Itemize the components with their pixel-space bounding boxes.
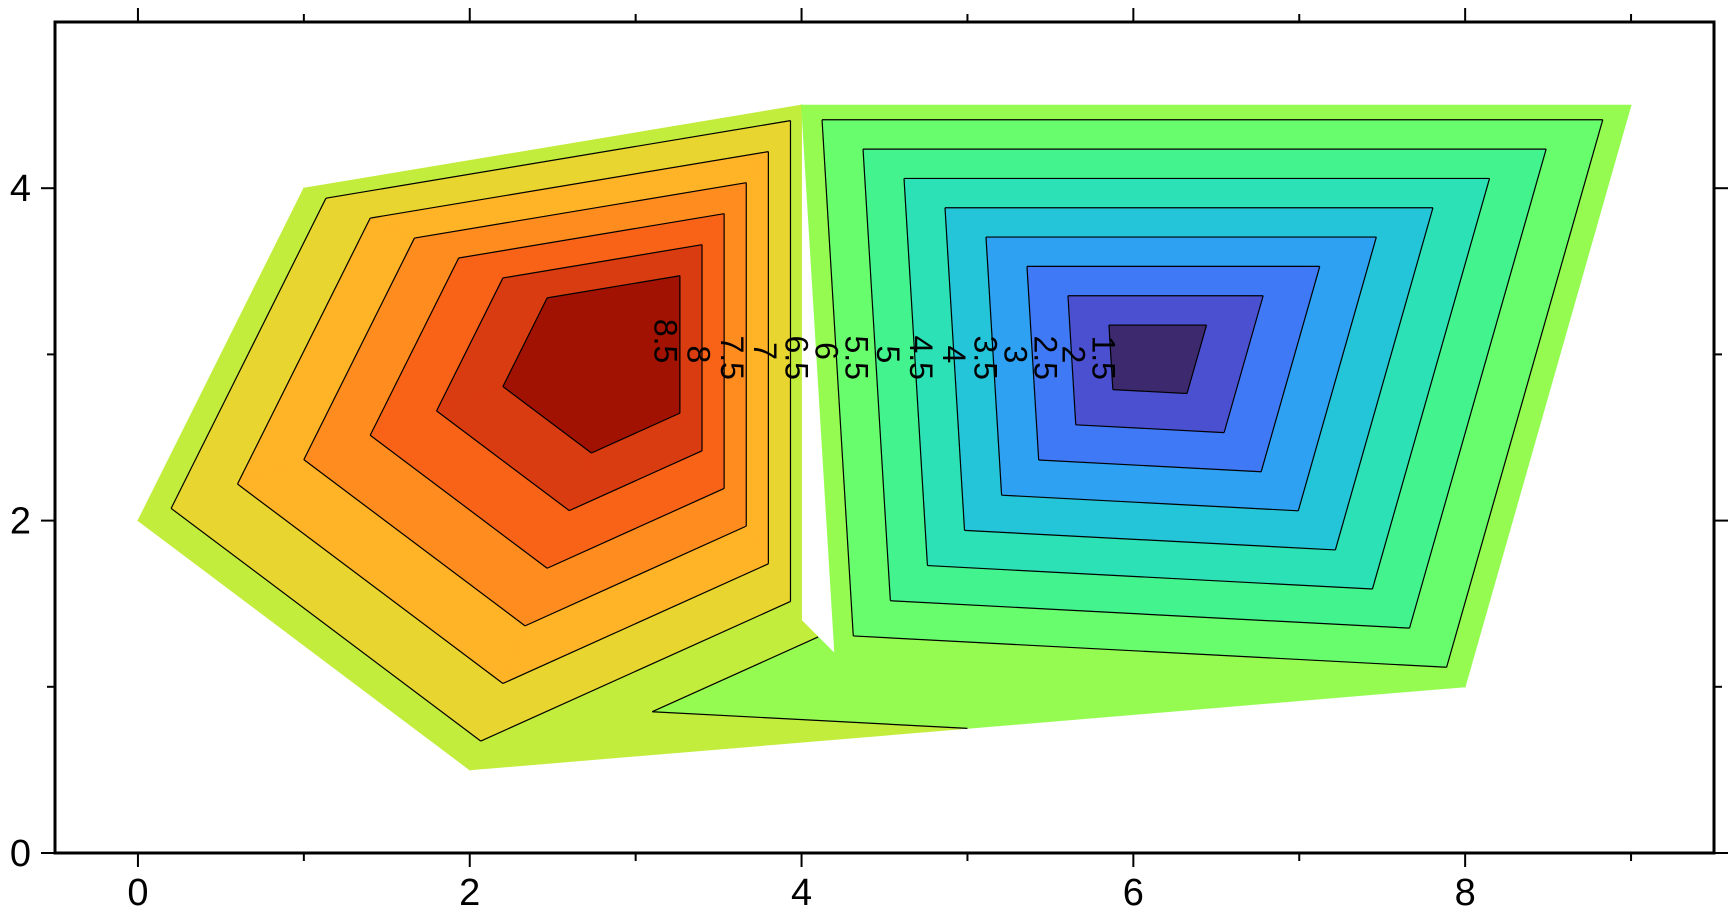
contour-line <box>436 277 504 412</box>
contour-line <box>862 149 891 601</box>
contour-line <box>1297 236 1377 511</box>
contour-line <box>944 207 966 531</box>
contour-line <box>1108 325 1114 390</box>
contour-line <box>985 237 1003 496</box>
contour-label: 7.5 <box>714 335 750 379</box>
contour-band <box>800 104 1632 121</box>
contour-line <box>414 182 747 239</box>
contour-label: 5 <box>870 346 906 364</box>
contour-label: 1.5 <box>1085 335 1121 379</box>
y-tick-label: 0 <box>10 833 31 875</box>
contour-line <box>502 563 769 685</box>
plot-frame <box>53 20 1716 855</box>
contour-line <box>853 635 1447 668</box>
contour-line <box>303 237 415 460</box>
contour-labels: 8.587.576.565.554.543.532.521.5 <box>648 319 1122 380</box>
contour-line <box>369 434 548 569</box>
contour-label: 2.5 <box>1027 335 1063 379</box>
contour-label: 4 <box>936 346 972 364</box>
contour-label: 6 <box>808 342 844 360</box>
contour-line <box>652 711 968 729</box>
contour-line <box>303 459 526 627</box>
contour-line <box>1371 178 1491 590</box>
tick-labels: 0 2 4 6 8 0 2 4 <box>10 168 1476 914</box>
contour-line <box>502 386 592 454</box>
x-tick-label: 0 <box>127 872 148 914</box>
contour-line <box>821 119 854 636</box>
contour-band <box>902 178 1490 209</box>
contour-line <box>458 213 725 259</box>
contour-band <box>861 148 1547 179</box>
contour-line <box>170 507 482 742</box>
contour-line <box>546 487 725 569</box>
contour-line <box>903 178 929 566</box>
y-tick-label: 2 <box>10 501 31 543</box>
contour-label: 6.5 <box>779 335 815 379</box>
contour-line <box>1446 119 1604 668</box>
contour-line <box>325 120 791 199</box>
contour-lines <box>170 119 1604 742</box>
contour-line <box>502 297 548 387</box>
contour-line <box>591 412 681 454</box>
contour-line <box>927 564 1373 590</box>
contour-line <box>480 600 791 742</box>
contour-band <box>984 236 1377 267</box>
contour-label: 7 <box>747 342 783 360</box>
contour-label: 3 <box>998 346 1034 364</box>
contour-line <box>569 450 703 512</box>
contour-line <box>1334 207 1434 551</box>
x-tick-label: 6 <box>1123 872 1144 914</box>
contour-line <box>547 275 680 299</box>
contour-line <box>1260 266 1321 472</box>
contour-line <box>237 483 504 684</box>
x-tick-label: 2 <box>459 872 480 914</box>
contour-line <box>651 636 819 713</box>
contour-line <box>890 600 1410 629</box>
contour-line <box>1038 459 1262 473</box>
contour-label: 4.5 <box>903 335 939 379</box>
contour-line <box>369 257 460 436</box>
filled-contours <box>137 103 1632 771</box>
contour-band <box>820 119 1603 150</box>
y-tick-label: 4 <box>10 168 31 210</box>
contour-line <box>1067 295 1077 425</box>
contour-label: 2 <box>1056 346 1092 364</box>
contour-line <box>1112 388 1188 395</box>
contour-line <box>502 244 703 279</box>
contour-label: 8 <box>681 346 717 364</box>
contour-line <box>1026 266 1040 461</box>
axis-ticks <box>41 8 1728 867</box>
contour-line <box>436 410 570 512</box>
contour-label: 8.5 <box>648 319 684 363</box>
x-tick-label: 4 <box>791 872 812 914</box>
contour-line <box>170 197 327 509</box>
contour-band <box>943 207 1434 238</box>
x-tick-label: 8 <box>1455 872 1476 914</box>
contour-line <box>1186 324 1208 394</box>
contour-line <box>964 529 1336 551</box>
contour-label: 5.5 <box>838 335 874 379</box>
contour-line <box>1223 295 1264 433</box>
contour-line <box>370 151 769 219</box>
contour-line <box>1001 494 1299 512</box>
contour-line <box>1075 424 1225 434</box>
contour-label: 3.5 <box>968 335 1004 379</box>
contour-line <box>524 525 747 627</box>
contour-line <box>236 217 371 485</box>
contour-line <box>1408 148 1547 629</box>
